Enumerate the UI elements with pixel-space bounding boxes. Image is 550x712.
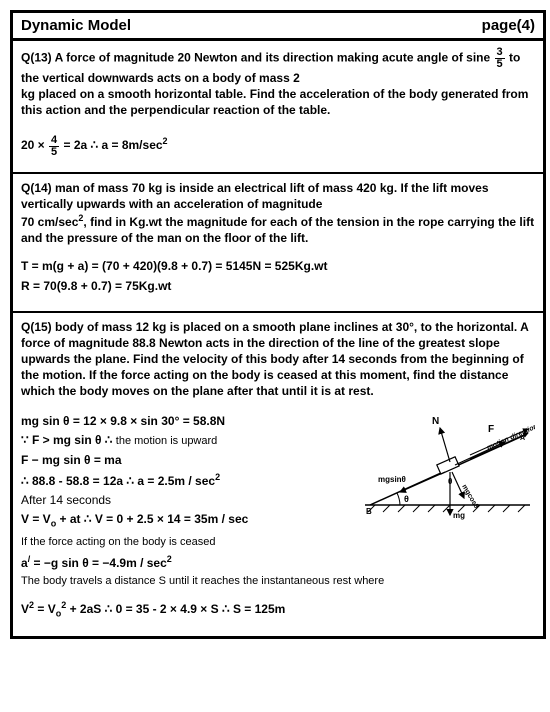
- q13-p1: Q(13) A force of magnitude 20 Newton and…: [21, 51, 494, 65]
- q15-e2-note: the motion is upward: [116, 435, 218, 447]
- diagram-theta2: θ: [448, 477, 452, 486]
- q15-e6-line: V = Vo + at ∴ V = 0 + 2.5 × 14 = 35m / s…: [21, 511, 354, 530]
- q14-eq1: T = m(g + a) = (70 + 420)(9.8 + 0.7) = 5…: [21, 258, 535, 274]
- inclined-plane-diagram: θ B N F motion direction: [360, 410, 535, 533]
- diagram-B: B: [366, 507, 372, 516]
- q15-e10c: + 2aS ∴ 0 = 35 - 2 × 4.9 × S ∴ S = 125m: [66, 602, 285, 616]
- q15-e10-line: V2 = Vo2 + 2aS ∴ 0 = 35 - 2 × 4.9 × S ∴ …: [21, 599, 535, 620]
- q13-frac: 3 5: [495, 47, 505, 70]
- q15-e2: ∵ F > mg sin θ ∴: [21, 433, 116, 447]
- q13-text: Q(13) A force of magnitude 20 Newton and…: [21, 47, 535, 86]
- q15-e4a: ∴ 88.8 - 58.8 = 12a ∴ a = 2.5m / sec: [21, 474, 215, 488]
- q14-eq2: R = 70(9.8 + 0.7) = 75Kg.wt: [21, 278, 535, 294]
- diagram-F: F: [488, 424, 494, 435]
- diagram-theta: θ: [404, 494, 409, 504]
- q13-eq-frac: 4 5: [49, 135, 59, 158]
- question-14: Q(14) man of mass 70 kg is inside an ele…: [13, 174, 543, 313]
- q13-eq-p1: 20 ×: [21, 138, 48, 152]
- question-13: Q(13) A force of magnitude 20 Newton and…: [13, 41, 543, 174]
- q14-l2a: 70 cm/sec: [21, 215, 78, 229]
- q15-e10b: = V: [34, 602, 56, 616]
- header-bar: Dynamic Model page(4): [13, 13, 543, 41]
- q13-eq-frac-den: 5: [49, 147, 59, 158]
- q15-e8sup2: 2: [167, 554, 172, 564]
- q15-e4-line: ∴ 88.8 - 58.8 = 12a ∴ a = 2.5m / sec2: [21, 471, 354, 489]
- q15-e6b: + at ∴ V = 0 + 2.5 × 14 = 35m / sec: [56, 512, 248, 526]
- q15-question: Q(15) body of mass 12 kg is placed on a …: [21, 319, 535, 400]
- header-page: page(4): [482, 17, 535, 34]
- diagram-A: A: [520, 435, 525, 442]
- q13-eq-frac-num: 4: [49, 135, 59, 147]
- q14-l2b: , find in Kg.wt the magnitude for each o…: [21, 215, 534, 245]
- q15-e9: The body travels a distance S until it r…: [21, 574, 535, 589]
- diagram-svg: θ B N F motion direction: [360, 410, 535, 525]
- q15-e4sup: 2: [215, 472, 220, 482]
- q15-e8-line: a/ = −g sin θ = −4.9m / sec2: [21, 553, 535, 571]
- q13-p3: kg placed on a smooth horizontal table. …: [21, 86, 535, 118]
- header-title: Dynamic Model: [21, 17, 131, 34]
- q14-l1: Q(14) man of mass 70 kg is inside an ele…: [21, 180, 535, 212]
- q15-e8b: = −g sin θ = −4.9m / sec: [30, 556, 167, 570]
- diagram-mg: mg: [453, 511, 465, 520]
- q15-e5: After 14 seconds: [21, 492, 354, 508]
- q15-e2-line: ∵ F > mg sin θ ∴ the motion is upward: [21, 432, 354, 449]
- question-15: Q(15) body of mass 12 kg is placed on a …: [13, 313, 543, 636]
- q15-e10a: V: [21, 602, 29, 616]
- q15-e1: mg sin θ = 12 × 9.8 × sin 30° = 58.8N: [21, 413, 354, 429]
- q15-e6a: V = V: [21, 512, 51, 526]
- page-frame: Dynamic Model page(4) Q(13) A force of m…: [10, 10, 546, 639]
- q15-e8a: a: [21, 556, 28, 570]
- q15-e7: If the force acting on the body is cease…: [21, 535, 535, 550]
- q14-l2: 70 cm/sec2, find in Kg.wt the magnitude …: [21, 212, 535, 246]
- q13-eq-sup: 2: [163, 136, 168, 146]
- q13-eq-p2: = 2a ∴ a = 8m/sec: [64, 138, 163, 152]
- q13-frac-den: 5: [495, 59, 505, 70]
- q15-e3: F − mg sin θ = ma: [21, 452, 354, 468]
- diagram-N: N: [432, 416, 439, 427]
- q13-equation: 20 × 4 5 = 2a ∴ a = 8m/sec2: [21, 135, 535, 158]
- q15-working: mg sin θ = 12 × 9.8 × sin 30° = 58.8N ∵ …: [21, 410, 354, 533]
- diagram-mgsin: mgsinθ: [378, 475, 406, 484]
